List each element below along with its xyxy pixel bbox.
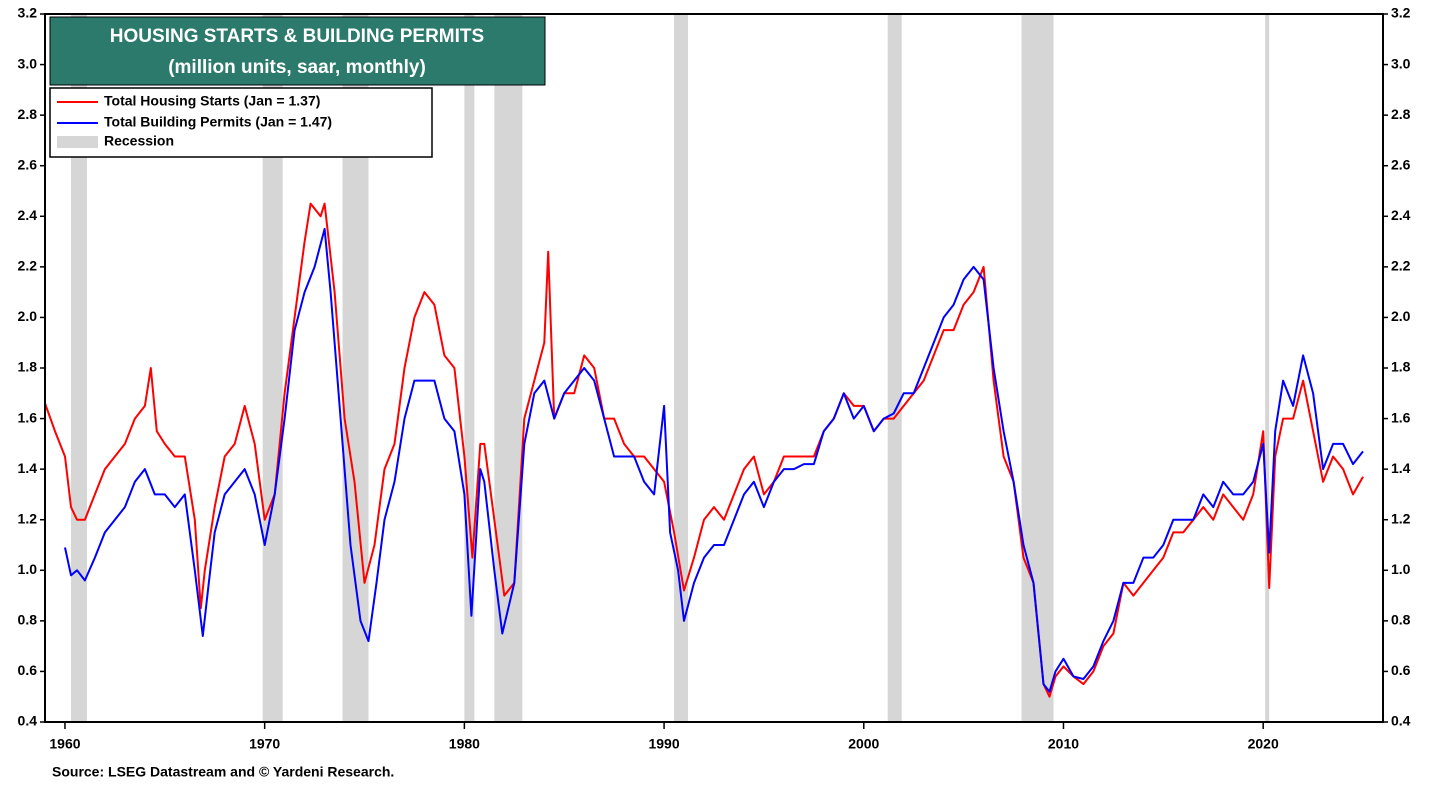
recession-band xyxy=(70,14,87,722)
y2-tick-label: 2.4 xyxy=(1391,207,1411,223)
source-note: Source: LSEG Datastream and © Yardeni Re… xyxy=(52,764,394,780)
recession-band xyxy=(464,14,475,722)
series-line xyxy=(64,227,1364,693)
y2-tick-label: 2.6 xyxy=(1391,156,1411,172)
recession-band xyxy=(262,14,283,722)
y2-tick-label: 0.4 xyxy=(1391,713,1411,729)
x-tick-label: 2020 xyxy=(1248,736,1279,752)
y2-tick-label: 1.6 xyxy=(1391,409,1411,425)
y-tick-label: 2.2 xyxy=(18,258,38,274)
y-tick-label: 1.0 xyxy=(18,561,38,577)
y-tick-label: 1.6 xyxy=(18,409,38,425)
y-tick-label: 2.4 xyxy=(18,207,38,223)
recession-band xyxy=(1021,14,1054,722)
y-tick-label: 2.8 xyxy=(18,106,38,122)
y2-tick-label: 2.8 xyxy=(1391,106,1411,122)
y2-tick-label: 1.8 xyxy=(1391,359,1411,375)
legend-label: Total Building Permits (Jan = 1.47) xyxy=(104,114,332,130)
y-tick-label: 3.2 xyxy=(18,5,38,21)
chart-subtitle: (million units, saar, monthly) xyxy=(168,57,426,78)
y2-tick-label: 1.2 xyxy=(1391,510,1411,526)
y2-tick-label: 3.0 xyxy=(1391,55,1411,71)
x-tick-label: 1960 xyxy=(49,736,80,752)
y-tick-label: 1.4 xyxy=(18,460,38,476)
y2-tick-label: 1.0 xyxy=(1391,561,1411,577)
line-layer xyxy=(44,202,1364,698)
legend-label: Recession xyxy=(104,133,174,149)
x-tick-label: 1990 xyxy=(648,736,679,752)
y-tick-label: 0.8 xyxy=(18,612,38,628)
y-tick-label: 2.6 xyxy=(18,156,38,172)
recession-band xyxy=(1265,14,1270,722)
y2-tick-label: 0.6 xyxy=(1391,662,1411,678)
y-tick-label: 2.0 xyxy=(18,308,38,324)
title-box xyxy=(49,16,546,86)
series-line xyxy=(44,202,1364,698)
recession-band xyxy=(494,14,523,722)
y-tick-label: 3.0 xyxy=(18,55,38,71)
recession-band xyxy=(887,14,902,722)
y-tick-label: 1.2 xyxy=(18,510,38,526)
y2-tick-label: 3.2 xyxy=(1391,5,1411,21)
x-tick-label: 2000 xyxy=(848,736,879,752)
x-tick-label: 1980 xyxy=(449,736,480,752)
legend-box xyxy=(49,87,433,158)
y-tick-label: 0.6 xyxy=(18,662,38,678)
y2-tick-label: 2.0 xyxy=(1391,308,1411,324)
legend-label: Total Housing Starts (Jan = 1.37) xyxy=(104,93,320,109)
recession-band xyxy=(674,14,689,722)
y2-tick-label: 1.4 xyxy=(1391,460,1411,476)
y2-tick-label: 0.8 xyxy=(1391,612,1411,628)
y2-tick-label: 2.2 xyxy=(1391,258,1411,274)
y-tick-label: 1.8 xyxy=(18,359,38,375)
legend-swatch xyxy=(57,136,98,148)
x-tick-label: 1970 xyxy=(249,736,280,752)
x-tick-label: 2010 xyxy=(1048,736,1079,752)
chart-title: HOUSING STARTS & BUILDING PERMITS xyxy=(110,26,484,47)
y-tick-label: 0.4 xyxy=(18,713,38,729)
